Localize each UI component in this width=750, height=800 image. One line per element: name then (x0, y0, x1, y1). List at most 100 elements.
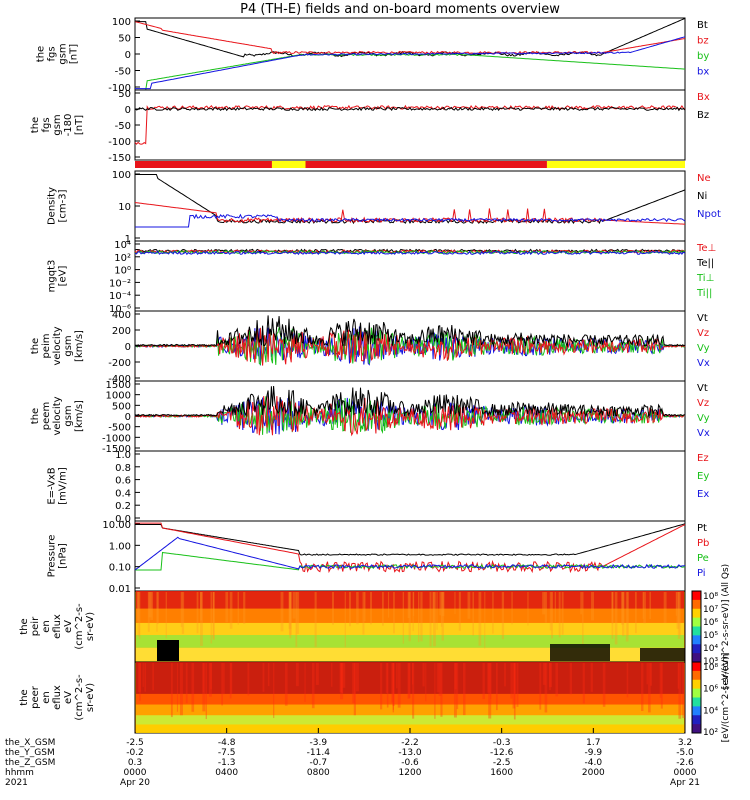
spectrogram-streak (385, 663, 388, 693)
spectrogram-streak (663, 592, 667, 624)
spectrogram-streak (438, 663, 442, 696)
x-axis-row-label: the_Z_GSM (5, 758, 55, 768)
y-tick-label: 200 (112, 326, 131, 337)
x-tick-value: -2.5 (126, 738, 144, 748)
y-tick-label: 1500 (106, 380, 131, 391)
spectrogram-streak (295, 592, 298, 647)
spectrogram-streak (408, 663, 411, 698)
spectrogram-streak (391, 663, 394, 703)
spectrogram-streak (678, 663, 682, 719)
y-tick-label: 50 (118, 34, 131, 45)
legend-label: Vy (697, 343, 710, 354)
spectrogram-streak (382, 592, 384, 626)
spectrogram-streak (229, 663, 232, 699)
spectrogram-streak (429, 592, 432, 647)
x-tick-value: -2.5 (493, 758, 511, 768)
spectrogram-band-0 (136, 591, 684, 609)
y-axis-label: [nPa] (58, 543, 69, 569)
y-tick-label: 500 (112, 401, 131, 412)
y-tick-label: 0 (125, 412, 131, 423)
spectrogram-streak (582, 663, 585, 704)
x-tick-value: -11.4 (307, 748, 331, 758)
trace-npot (135, 213, 686, 228)
spectrogram-streak (387, 592, 390, 618)
spectrogram-streak (643, 592, 646, 624)
spectrogram-streak (417, 592, 420, 643)
spectrogram-streak (362, 592, 365, 635)
spectrogram-streak (441, 592, 445, 617)
spectrogram-streak (392, 663, 395, 706)
spectrogram-streak (679, 592, 681, 636)
legend-label: bx (697, 67, 709, 78)
y-axis-label: (cm^2-s- (74, 674, 85, 721)
colorbar-segment (692, 599, 701, 610)
x-tick-value: -9.9 (585, 748, 603, 758)
y-axis-label: sr-eV) (85, 683, 96, 712)
y-axis-label: [mV/m] (58, 467, 69, 505)
x-tick-value: Apr 20 (120, 778, 150, 788)
trace-bz (134, 106, 686, 112)
spectrogram-streak (456, 663, 459, 710)
trace-ti|| (134, 250, 686, 256)
x-tick-value: 0000 (674, 768, 697, 778)
spectrogram-streak (453, 663, 457, 718)
y-axis-label: -180 (63, 114, 74, 137)
y-tick-label: 10⁴ (114, 240, 131, 251)
spectrogram-streak (144, 663, 146, 692)
spectrogram-streak (544, 663, 548, 713)
colorbar-tick-label: 10⁵ (703, 631, 718, 641)
panel-frame (134, 520, 686, 592)
y-tick-label: 10⁻⁴ (109, 291, 131, 302)
spectrogram-streak (544, 592, 548, 623)
spectrogram-streak (137, 663, 141, 692)
spectrogram-streak (411, 663, 414, 685)
spectrogram-streak (340, 663, 344, 700)
spectrogram-streak (611, 592, 614, 624)
spectrogram-streak (482, 663, 485, 700)
spectrogram-streak (356, 592, 359, 625)
spectrogram-streak (139, 592, 141, 639)
spectrogram-streak (555, 663, 559, 697)
trace-vt (134, 385, 686, 418)
y-axis-label: [km/s] (74, 330, 85, 362)
y-axis-label: peem (41, 402, 52, 430)
x-tick-value: 2000 (582, 768, 605, 778)
x-tick-value: -3.9 (310, 738, 328, 748)
trace-bx (135, 36, 686, 90)
spectrogram-streak (147, 592, 150, 632)
spectrogram-streak (510, 663, 513, 699)
spectrogram-streak (370, 592, 373, 625)
x-axis-row-label: 2021 (5, 778, 28, 788)
y-axis-label: the (30, 117, 41, 133)
legend-label: Vt (697, 383, 708, 394)
colorbar-tick-label: 10⁶ (703, 685, 718, 695)
flag-segment-3 (546, 161, 685, 168)
y-tick-label: 0.8 (115, 463, 131, 474)
legend-label: Ex (697, 489, 709, 500)
colorbar-tick-label: 10⁴ (703, 706, 718, 716)
trace-by (135, 53, 686, 91)
spectrogram-streak (527, 592, 529, 626)
y-tick-label: -150 (108, 153, 131, 164)
spectrogram-streak (181, 592, 185, 634)
y-tick-label: 10⁻² (109, 278, 131, 289)
legend-label: Vy (697, 413, 710, 424)
y-axis-label: eflux (52, 685, 63, 710)
spectrogram-streak (472, 592, 474, 636)
y-axis-label: velocity (52, 326, 63, 365)
colorbar-label: [eV/(cm^2-s-sr-eV)] (721, 653, 731, 743)
y-tick-label: 0.01 (109, 584, 131, 595)
spectrogram-streak (392, 663, 394, 713)
y-tick-label: 10⁻⁶ (109, 304, 131, 315)
y-axis-label: the (36, 46, 47, 62)
y-axis-label: velocity (52, 396, 63, 435)
y-tick-label: -50 (115, 121, 131, 132)
spectrogram-band-3 (136, 715, 684, 725)
colorbar-tick-label: 10² (703, 728, 718, 738)
y-axis-label: the (19, 618, 30, 634)
y-axis-label: eV (63, 691, 74, 704)
spectrogram-streak (139, 663, 141, 701)
y-axis-label: [km/s] (74, 400, 85, 432)
